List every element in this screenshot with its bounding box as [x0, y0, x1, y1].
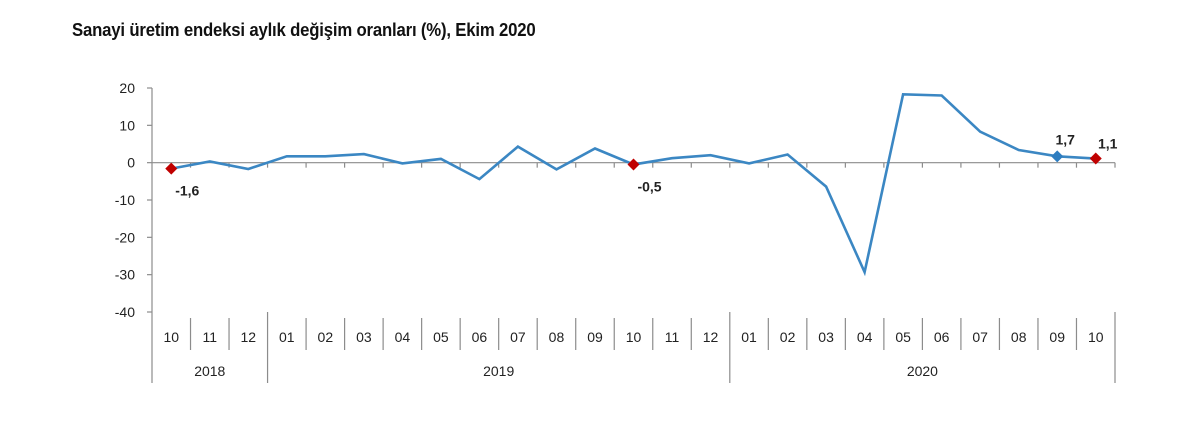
x-tick-label: 02 — [780, 329, 796, 345]
x-tick-label: 08 — [549, 329, 565, 345]
x-tick-label: 03 — [356, 329, 372, 345]
x-tick-label: 10 — [626, 329, 642, 345]
x-tick-label: 11 — [203, 329, 218, 345]
x-tick-label: 11 — [665, 329, 680, 345]
data-annotations: -1,6 -0,5 1,7 1,1 — [165, 131, 1118, 199]
y-axis: 20 10 0 -10 -20 -30 -40 — [115, 80, 153, 320]
x-axis: 10 11 12 01 02 03 04 05 06 07 08 09 10 11 12 01 02 03 04 05… — [151, 162, 1116, 383]
x-tick-label: 06 — [934, 329, 950, 345]
x-tick-label: 01 — [741, 329, 757, 345]
x-tick-label: 09 — [587, 329, 603, 345]
x-tick-label: 01 — [279, 329, 295, 345]
x-tick-label: 08 — [1011, 329, 1027, 345]
x-tick-label: 10 — [163, 329, 179, 345]
data-label: 1,1 — [1098, 136, 1118, 152]
data-label: -0,5 — [637, 179, 661, 195]
red-diamond-marker-icon — [1089, 152, 1102, 165]
y-tick-label: 0 — [127, 155, 135, 171]
y-tick-label: -20 — [115, 229, 135, 245]
x-tick-label: 10 — [1088, 329, 1104, 345]
x-tick-label: 07 — [510, 329, 526, 345]
year-label: 2018 — [194, 363, 225, 379]
x-tick-label: 04 — [857, 329, 873, 345]
blue-diamond-marker-icon — [1051, 150, 1064, 163]
x-tick-label: 06 — [472, 329, 488, 345]
x-tick-label: 02 — [318, 329, 334, 345]
x-tick-label: 05 — [895, 329, 911, 345]
y-tick-label: 10 — [119, 117, 135, 133]
x-tick-label: 07 — [972, 329, 988, 345]
chart-title: Sanayi üretim endeksi aylık değişim oran… — [72, 20, 536, 40]
y-tick-label: -40 — [115, 304, 135, 320]
red-diamond-marker-icon — [165, 162, 178, 175]
y-tick-label: 20 — [119, 80, 135, 96]
data-label: 1,7 — [1055, 131, 1075, 147]
year-label: 2020 — [907, 363, 938, 379]
data-label: -1,6 — [175, 183, 199, 199]
red-diamond-marker-icon — [627, 158, 640, 171]
x-tick-label: 03 — [818, 329, 834, 345]
year-label: 2019 — [483, 363, 514, 379]
x-tick-label: 04 — [395, 329, 411, 345]
x-tick-label: 05 — [433, 329, 449, 345]
y-tick-label: -30 — [115, 267, 135, 283]
x-tick-label: 09 — [1049, 329, 1065, 345]
x-tick-label: 12 — [241, 329, 257, 345]
y-tick-label: -10 — [115, 192, 135, 208]
x-tick-label: 12 — [703, 329, 719, 345]
data-series — [171, 92, 1096, 277]
series-line — [171, 92, 1096, 277]
